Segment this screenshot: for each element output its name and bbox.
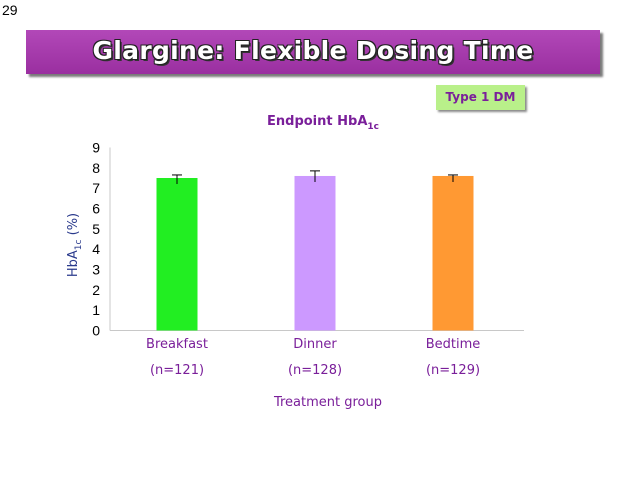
y-tick-label: 2	[92, 282, 100, 298]
slide-title: Glargine: Flexible Dosing Time	[92, 36, 534, 65]
x-category-label: Breakfast	[146, 337, 208, 352]
y-axis-label-main: HbA	[66, 250, 81, 277]
x-category-label: Bedtime	[426, 337, 481, 352]
y-axis-label-sub: 1c	[74, 239, 84, 250]
x-category-labels: Breakfast (n=121) Dinner (n=128) Bedtime (n=1…	[146, 337, 480, 378]
y-tick-label: 5	[92, 221, 100, 237]
y-tick-label: 9	[92, 140, 100, 156]
x-sample-size-label: (n=128)	[288, 363, 342, 378]
y-tick-label: 8	[92, 160, 100, 176]
chart-title: Endpoint HbA1c	[267, 114, 379, 132]
x-sample-size-label: (n=129)	[426, 363, 480, 378]
chart-title-main: Endpoint HbA	[267, 114, 367, 129]
bar	[156, 178, 198, 331]
y-tick-label: 7	[92, 180, 100, 196]
y-tick-label: 3	[92, 262, 100, 278]
y-tick-labels: 0 1 2 3 4 5 6 7 8 9	[92, 140, 100, 339]
title-banner: Glargine: Flexible Dosing Time	[26, 30, 600, 74]
y-axis-label: HbA1c (%)	[66, 213, 84, 277]
bar	[294, 175, 336, 331]
y-tick-label: 0	[92, 323, 100, 339]
x-category-label: Dinner	[293, 337, 337, 352]
type-badge-label: Type 1 DM	[445, 90, 516, 104]
type-badge: Type 1 DM	[436, 85, 525, 110]
x-axis-label: Treatment group	[273, 395, 382, 410]
y-axis-label-unit: (%)	[66, 213, 81, 240]
chart-error-bars	[172, 170, 458, 184]
slide-number: 29	[2, 2, 18, 18]
y-tick-label: 1	[92, 302, 100, 318]
chart-bars	[156, 175, 474, 331]
y-tick-label: 4	[92, 241, 100, 257]
chart-title-sub: 1c	[367, 122, 379, 132]
x-sample-size-label: (n=121)	[150, 363, 204, 378]
bar	[432, 175, 474, 331]
y-tick-label: 6	[92, 201, 100, 217]
